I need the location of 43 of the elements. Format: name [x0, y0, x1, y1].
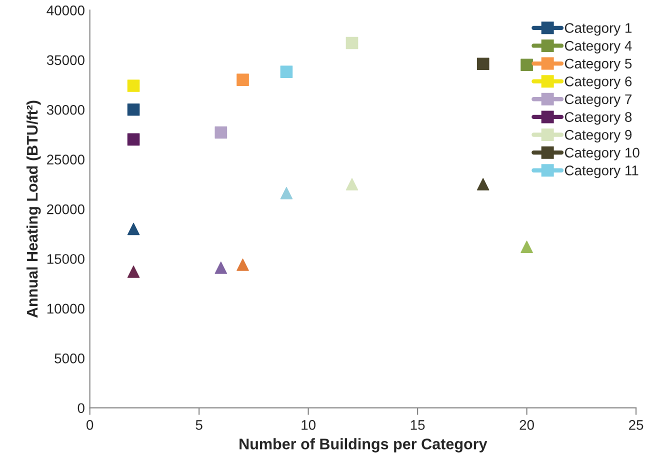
y-tick-label: 10000	[47, 304, 84, 314]
legend-label: Category 10	[564, 148, 640, 160]
point	[127, 133, 140, 146]
legend-label: Category 5	[564, 58, 632, 72]
y-tick-label: 5000	[54, 353, 84, 364]
x-tick-label: 20	[520, 420, 534, 430]
point	[127, 80, 140, 92]
x-tick-label: 10	[302, 420, 316, 430]
point	[476, 58, 490, 70]
y-tick-label: 0	[78, 403, 84, 414]
point	[127, 222, 140, 236]
legend-label: Category 9	[564, 130, 632, 143]
point	[236, 258, 249, 271]
legend-label: Category 8	[564, 112, 632, 125]
y-axis-title: Annual Heating Load (BTU/ft²)	[26, 100, 41, 318]
point	[346, 178, 358, 190]
point	[127, 266, 140, 278]
point	[520, 58, 533, 72]
point	[280, 66, 293, 78]
point	[476, 178, 490, 190]
y-tick-label: 40000	[46, 6, 84, 16]
y-tick-label: 20000	[47, 204, 84, 214]
legend-label: Category 1	[564, 23, 632, 36]
x-axis-title: Number of Buildings per Category	[240, 438, 488, 452]
point	[127, 103, 140, 116]
y-tick-label: 25000	[47, 154, 84, 164]
y-tick-label: 30000	[46, 104, 84, 115]
x-tick-label: 5	[196, 420, 202, 430]
x-tick-label: 0	[86, 420, 94, 430]
x-tick-label: 25	[629, 420, 644, 430]
point	[520, 240, 533, 253]
legend-label: Category 4	[564, 40, 632, 54]
point	[236, 74, 249, 86]
x-tick-label: 15	[410, 420, 425, 430]
legend-label: Category 11	[564, 166, 638, 178]
legend-label: Category 6	[564, 76, 632, 90]
y-tick-label: 15000	[47, 254, 84, 264]
point	[214, 262, 228, 274]
point	[280, 186, 293, 200]
legend-label: Category 7	[564, 94, 632, 107]
y-tick-label: 35000	[46, 55, 84, 66]
point	[346, 36, 358, 50]
point	[214, 126, 228, 139]
